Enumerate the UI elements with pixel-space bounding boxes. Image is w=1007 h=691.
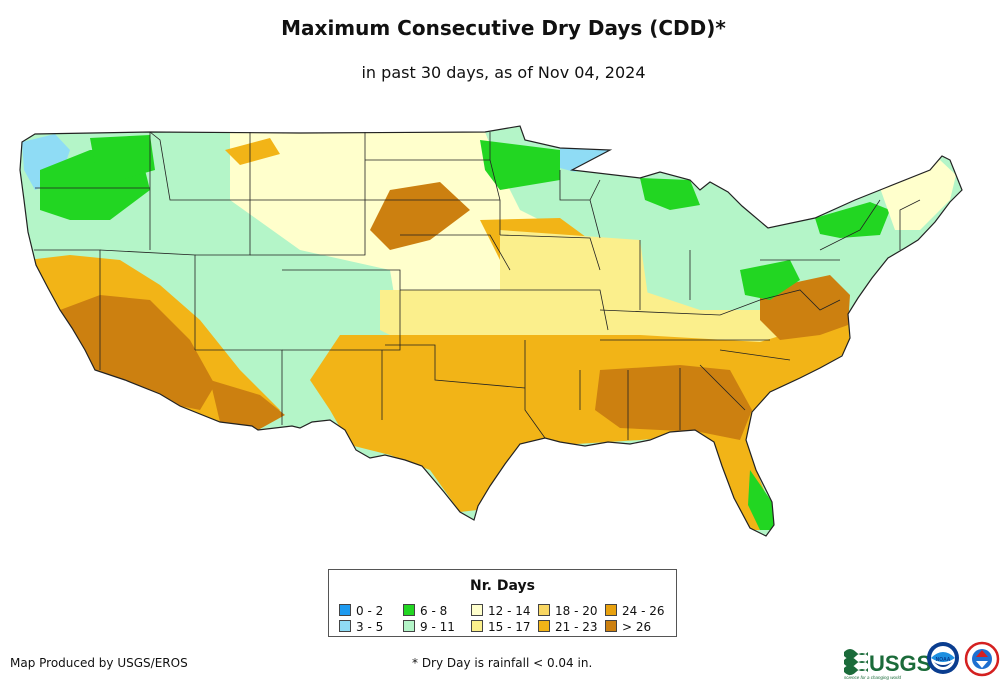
agency-logos: USGS science for a changing world NOAA	[844, 641, 1000, 680]
legend-label: 12 - 14	[488, 604, 531, 618]
legend-item-12-14: 12 - 14	[471, 604, 531, 618]
dry-day-footnote: * Dry Day is rainfall < 0.04 in.	[412, 656, 593, 670]
noaa-wordmark: NOAA	[936, 657, 951, 663]
legend-label: 18 - 20	[555, 604, 598, 618]
legend-swatch	[538, 604, 550, 616]
usgs-logo-icon: USGS science for a changing world	[844, 649, 931, 680]
legend-swatch	[471, 620, 483, 632]
legend-swatch	[403, 620, 415, 632]
legend-label: 3 - 5	[356, 620, 384, 634]
legend-label: 0 - 2	[356, 604, 384, 618]
produced-by-credit: Map Produced by USGS/EROS	[10, 656, 188, 670]
legend-swatch	[403, 604, 415, 616]
legend-item-15-17: 15 - 17	[471, 620, 531, 634]
legend-swatch	[538, 620, 550, 632]
legend-swatch	[339, 604, 351, 616]
legend-title: Nr. Days	[470, 578, 535, 594]
nws-logo-icon	[964, 641, 1000, 677]
legend-swatch	[471, 604, 483, 616]
map-subtitle: in past 30 days, as of Nov 04, 2024	[361, 63, 646, 82]
legend-label: 15 - 17	[488, 620, 531, 634]
legend-item-3-5: 3 - 5	[339, 620, 383, 634]
legend-label: 21 - 23	[555, 620, 598, 634]
usgs-tagline: science for a changing world	[844, 675, 902, 680]
legend-item-6-8: 6 - 8	[403, 604, 447, 618]
legend-label: 24 - 26	[622, 604, 665, 618]
legend-swatch	[605, 620, 617, 632]
cdd-map	[19, 125, 963, 537]
legend-swatch	[605, 604, 617, 616]
legend-item-21-23: 21 - 23	[538, 620, 598, 634]
noaa-logo-icon: NOAA	[927, 642, 959, 674]
legend: Nr. Days 0 - 2 3 - 5 6 - 8 9 - 11 12 - 1…	[328, 569, 677, 637]
state-borders	[19, 125, 963, 537]
map-title: Maximum Consecutive Dry Days (CDD)*	[281, 16, 726, 40]
legend-item-24-26: 24 - 26	[605, 604, 665, 618]
legend-label: 9 - 11	[420, 620, 455, 634]
usgs-wordmark: USGS	[869, 651, 931, 676]
legend-swatch	[339, 620, 351, 632]
legend-item-gt-26: > 26	[605, 620, 651, 634]
legend-label: > 26	[622, 620, 652, 634]
legend-item-9-11: 9 - 11	[403, 620, 455, 634]
legend-item-0-2: 0 - 2	[339, 604, 383, 618]
legend-label: 6 - 8	[420, 604, 448, 618]
map-fill	[20, 126, 962, 536]
legend-item-18-20: 18 - 20	[538, 604, 598, 618]
